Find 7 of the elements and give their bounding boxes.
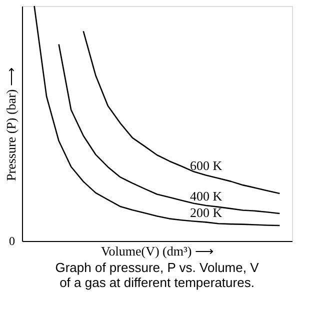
series-label: 400 K [190,188,223,204]
text: 0 [9,234,15,248]
series-label: 600 K [190,158,223,174]
x-axis-title: Volume(V) (dm³) ⟶ [101,244,214,258]
text: Graph of pressure, P vs. Volume, V of a gas at different temperatures. [55,260,260,290]
y-axis-title: Pressure (P) (bar) ⟶ [4,67,18,181]
series-label: 200 K [190,205,223,220]
